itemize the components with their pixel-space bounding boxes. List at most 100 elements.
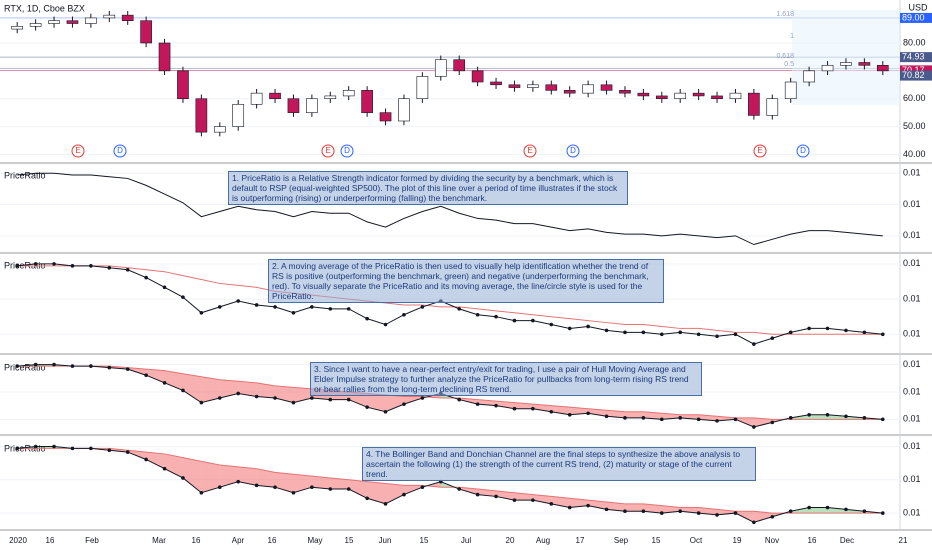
note-4: 4. The Bollinger Band and Donchian Chann… (362, 447, 756, 481)
ratio-dot (825, 505, 830, 510)
candle-body (379, 112, 392, 122)
ratio-dot (862, 416, 867, 420)
ratio-dot (880, 417, 885, 422)
candle-body (48, 20, 60, 24)
event-marker (523, 144, 537, 158)
candle-body (619, 90, 631, 94)
x-tick-label: Sep (614, 536, 629, 545)
ratio-dot (89, 264, 93, 268)
trend-fill (146, 369, 165, 383)
candle-body (11, 25, 24, 30)
ratio-dot (788, 416, 793, 420)
ratio-dot (217, 396, 222, 400)
ratio-dot (383, 502, 388, 506)
trend-fill (753, 417, 773, 427)
ratio-dot (33, 262, 38, 266)
trend-fill (496, 401, 515, 409)
ratio-dot (457, 397, 462, 402)
ratio-dot (825, 412, 830, 417)
ratio-dot (199, 490, 204, 495)
ratio-dot (770, 514, 775, 519)
trend-fill (182, 373, 202, 403)
ratio-dot (181, 295, 185, 299)
event-marker (113, 144, 127, 158)
ratio-dot (696, 332, 701, 337)
candle-body (269, 92, 281, 100)
ratio-dot (291, 400, 296, 405)
ratio-line (17, 446, 883, 523)
x-tick-label: 16 (46, 536, 55, 545)
candle-body (195, 98, 208, 133)
trend-fill (588, 500, 607, 510)
ratio-dot (254, 394, 259, 399)
ratio-dot (715, 334, 719, 339)
x-tick-label: 19 (733, 536, 742, 545)
candle-body (232, 103, 245, 127)
event-marker (796, 144, 810, 158)
fib-zone (792, 10, 900, 105)
trend-fill (532, 494, 552, 504)
event-marker (340, 144, 354, 158)
candle-body (766, 98, 779, 116)
candle-body (324, 95, 337, 100)
ratio-dot (420, 485, 425, 489)
ratio-dot (236, 479, 241, 484)
event-label: D (570, 146, 576, 155)
y-tick-label: 80.00 (903, 37, 926, 47)
candle-body (711, 95, 723, 100)
trend-fill (643, 503, 662, 514)
ratio-dot (310, 485, 314, 489)
ratio-dot (420, 396, 425, 400)
trend-fill (275, 385, 294, 403)
event-label: D (800, 146, 806, 155)
y-tick-label: 40.00 (903, 149, 926, 159)
y-tick-label: 0.01 (903, 414, 921, 424)
x-tick-label: 15 (345, 536, 354, 545)
trend-fill (588, 408, 607, 417)
ratio-dot (199, 400, 204, 405)
ratio-dot (733, 511, 738, 515)
ratio-dot (862, 330, 867, 335)
ratio-dot (328, 487, 333, 491)
ratio-dot (862, 509, 867, 514)
ratio-dot (512, 498, 517, 502)
event-label: E (75, 146, 80, 155)
ratio-dot (346, 397, 351, 402)
candle-body (858, 62, 871, 66)
ratio-dot (807, 412, 811, 417)
trend-fill (753, 511, 773, 523)
ratio-dot (733, 332, 738, 337)
candle-body (729, 92, 742, 100)
ratio-dot (604, 507, 609, 512)
ratio-dot (752, 342, 756, 346)
price-tag: 70.82 (902, 70, 925, 80)
candle-body (582, 84, 594, 94)
candle-body (545, 84, 558, 91)
ratio-dot (586, 503, 590, 508)
ratio-dot (715, 513, 719, 517)
ratio-dot (604, 328, 609, 333)
candle-body (66, 20, 79, 24)
candle-body (398, 98, 410, 122)
ratio-dot (15, 264, 20, 268)
trend-fill (238, 381, 257, 397)
trend-fill (367, 393, 386, 412)
ratio-dot (549, 322, 554, 327)
trend-fill (422, 393, 441, 399)
x-tick-label: Oct (690, 536, 703, 545)
y-tick-label: 0.01 (903, 230, 921, 240)
candle-body (527, 84, 539, 88)
candle-body (471, 70, 484, 83)
ma-line (17, 265, 883, 335)
ratio-dot (254, 303, 259, 307)
trend-fill (275, 472, 294, 493)
ratio-dot (217, 485, 222, 489)
ratio-dot (770, 420, 775, 425)
ma-line (17, 365, 883, 420)
ratio-dot (181, 388, 185, 393)
ratio-dot (825, 326, 830, 331)
ratio-dot (52, 262, 56, 266)
ratio-dot (236, 299, 241, 303)
ratio-dot (623, 416, 627, 420)
ratio-dot (70, 264, 75, 268)
